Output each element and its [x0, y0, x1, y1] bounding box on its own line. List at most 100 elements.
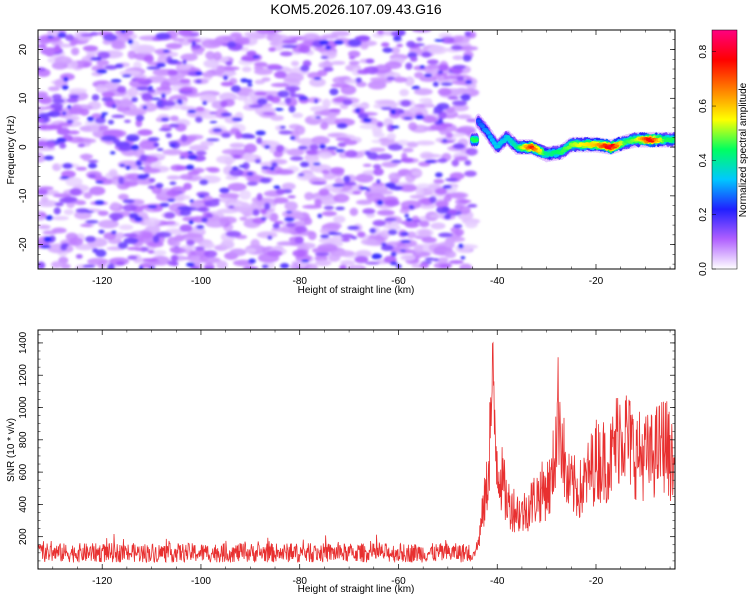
- heatmap-cell: [135, 114, 145, 122]
- colorbar-label: Normalized spectral amplitude: [738, 82, 749, 217]
- heatmap-cell: [389, 261, 398, 266]
- heatmap-cell: [98, 229, 105, 234]
- heatmap-cell: [427, 45, 448, 55]
- heatmap-cell: [340, 233, 355, 239]
- heatmap-cell: [366, 184, 389, 194]
- spectrogram-x-ticks: -120 -100 -80 -60 -40 -20: [52, 30, 671, 287]
- heatmap-cell: [317, 243, 338, 252]
- heatmap-cell: [50, 102, 64, 109]
- heatmap-cell: [329, 88, 339, 96]
- heatmap-cell: [117, 241, 128, 249]
- heatmap-cell: [374, 99, 396, 105]
- heatmap-cell: [175, 165, 189, 171]
- heatmap-cell: [366, 188, 371, 192]
- heatmap-cell: [419, 204, 436, 210]
- heatmap-cell: [438, 264, 451, 268]
- heatmap-cell: [340, 260, 356, 266]
- heatmap-cell: [360, 42, 369, 50]
- heatmap-cell: [38, 44, 47, 49]
- heatmap-cell: [216, 155, 236, 164]
- heatmap-cell: [388, 172, 401, 181]
- heatmap-cell: [61, 84, 69, 90]
- heatmap-cell: [170, 247, 186, 254]
- heatmap-cell: [108, 169, 118, 177]
- heatmap-cell: [480, 124, 485, 128]
- heatmap-cell: [142, 168, 161, 174]
- heatmap-cell: [418, 229, 432, 238]
- heatmap-cell: [239, 189, 252, 200]
- heatmap-cell: [185, 164, 195, 171]
- heatmap-cell: [267, 235, 273, 240]
- heatmap-cell: [348, 56, 356, 60]
- heatmap-cell: [274, 70, 287, 79]
- y-tick-label: 1400: [18, 331, 29, 354]
- heatmap-cell: [266, 30, 283, 33]
- x-tick-label: -60: [391, 576, 406, 587]
- heatmap-cell: [223, 74, 229, 81]
- heatmap-cell: [218, 216, 237, 224]
- heatmap-cell: [75, 254, 83, 259]
- heatmap-cell: [411, 170, 423, 177]
- heatmap-cell: [465, 79, 473, 85]
- heatmap-cell: [202, 100, 208, 106]
- heatmap-cell: [120, 30, 127, 34]
- heatmap-cell: [81, 153, 91, 162]
- heatmap-cell: [453, 143, 465, 150]
- heatmap-cell: [148, 177, 156, 183]
- heatmap-cell: [445, 132, 454, 139]
- heatmap-cell: [278, 130, 293, 135]
- heatmap-cell: [433, 258, 440, 262]
- heatmap-cell: [309, 144, 319, 151]
- heatmap-cell: [238, 164, 246, 168]
- heatmap-cell: [87, 159, 99, 163]
- heatmap-cell: [207, 167, 220, 173]
- heatmap-cell: [143, 217, 161, 227]
- heatmap-cell: [298, 96, 309, 101]
- heatmap-cell: [204, 266, 215, 269]
- heatmap-cell: [169, 115, 179, 122]
- heatmap-cell: [446, 106, 455, 114]
- heatmap-cell: [186, 262, 195, 267]
- heatmap-cell: [111, 230, 117, 235]
- heatmap-cell: [261, 77, 271, 82]
- heatmap-cell: [38, 186, 54, 191]
- heatmap-cell: [390, 221, 400, 230]
- heatmap-cell: [297, 173, 305, 177]
- heatmap-cell: [319, 143, 326, 150]
- heatmap-cell: [67, 104, 72, 110]
- heatmap-cell: [209, 111, 217, 115]
- heatmap-cell: [495, 144, 501, 149]
- heatmap-cell: [84, 235, 96, 243]
- heatmap-cell: [275, 188, 286, 195]
- heatmap-cell: [335, 206, 345, 211]
- heatmap-cell: [66, 119, 74, 124]
- heatmap-cell: [286, 148, 305, 156]
- heatmap-cell: [432, 110, 443, 115]
- heatmap-cell: [180, 134, 188, 143]
- heatmap-cell: [38, 118, 45, 123]
- heatmap-cell: [195, 116, 203, 123]
- heatmap-cell: [89, 186, 106, 196]
- heatmap-cell: [454, 204, 464, 211]
- heatmap-cell: [413, 88, 433, 96]
- heatmap-cell: [220, 239, 235, 250]
- heatmap-cell: [134, 247, 143, 251]
- heatmap-cell: [229, 168, 244, 177]
- heatmap-cell: [275, 144, 285, 153]
- heatmap-cell: [120, 98, 132, 108]
- heatmap-cell: [245, 247, 257, 254]
- heatmap-cell: [362, 118, 372, 123]
- heatmap-cell: [244, 135, 256, 139]
- heatmap-cell: [141, 92, 153, 101]
- snr-x-ticks: -120 -100 -80 -60 -40 -20: [52, 330, 671, 587]
- heatmap-cell: [376, 199, 384, 206]
- heatmap-cell: [244, 143, 257, 154]
- heatmap-cell: [91, 94, 100, 101]
- heatmap-cell: [246, 50, 257, 56]
- heatmap-cell: [150, 255, 171, 266]
- figure-title: KOM5.2026.107.09.43.G16: [270, 1, 441, 17]
- heatmap-cell: [227, 182, 247, 192]
- heatmap-cell: [74, 210, 92, 220]
- heatmap-cell: [440, 82, 453, 86]
- heatmap-cell: [357, 113, 369, 120]
